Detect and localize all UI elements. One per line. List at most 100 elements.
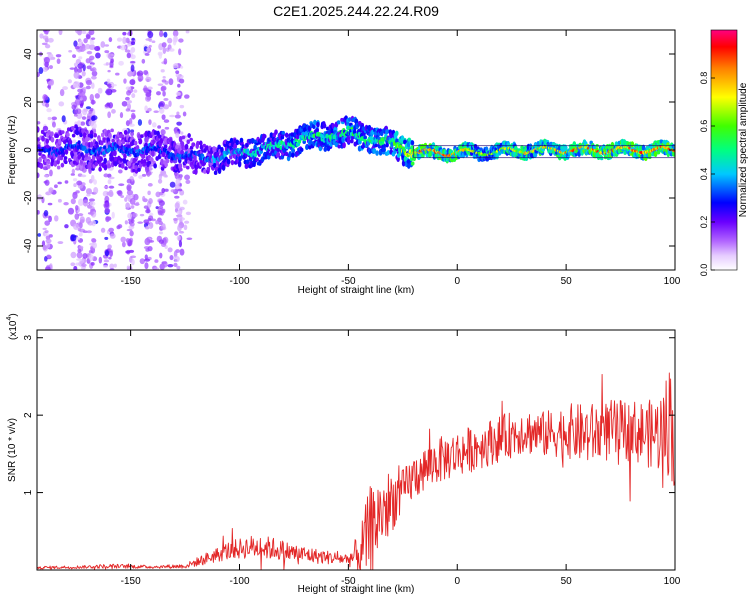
spectrogram-cell [67, 207, 75, 215]
spectrogram-cell [85, 58, 91, 64]
spectrogram-cell [103, 157, 107, 164]
spectrogram-cell [73, 71, 80, 79]
spectrogram-cell [128, 249, 135, 253]
spectrogram-cell [138, 175, 143, 179]
snr-scale-factor: (x104) [6, 313, 19, 340]
spectrogram-cell [85, 216, 92, 224]
spectrogram-cell [401, 160, 406, 167]
spectrogram-cell [237, 160, 242, 168]
spectrogram-cell [97, 87, 103, 94]
spectrogram-cell [129, 123, 135, 127]
spectrogram-cell [130, 41, 136, 46]
spectrogram-x-tick-label: -50 [341, 276, 356, 287]
spectrogram-cell [144, 238, 151, 246]
spectrogram-cell [167, 263, 174, 268]
spectrogram-cell [79, 133, 83, 138]
spectrogram-cell [86, 230, 92, 234]
spectrogram-cell [54, 215, 59, 222]
spectrogram-cell [148, 119, 152, 125]
spectrogram-cell [179, 65, 184, 69]
spectrogram-cell [147, 190, 151, 196]
spectrogram-x-tick-label: 50 [561, 276, 573, 287]
spectrogram-cell [84, 152, 89, 159]
spectrogram-cell [80, 174, 87, 178]
spectrogram-cell [90, 262, 95, 266]
spectrogram-cell [89, 40, 95, 46]
spectrogram-cell [77, 248, 82, 253]
spectrogram-heat-layer [37, 30, 675, 270]
spectrogram-cell [68, 139, 73, 145]
spectrogram-cell [182, 111, 187, 117]
spectrogram-cell [72, 191, 78, 200]
spectrogram-cell [125, 37, 130, 43]
spectrogram-cell [164, 174, 168, 178]
spectrogram-cell [184, 220, 190, 224]
spectrogram-cell [103, 202, 110, 210]
spectrogram-cell [175, 91, 181, 96]
spectrogram-cell [136, 152, 140, 157]
spectrogram-cell [37, 172, 40, 179]
spectrogram-cell [169, 181, 176, 188]
spectrogram-cell [143, 219, 150, 224]
spectrogram-cell [315, 128, 320, 133]
spectrogram-cell [78, 62, 83, 70]
spectrogram-y-tick-label: -40 [23, 238, 34, 253]
spectrogram-cell [156, 91, 161, 96]
spectrogram-cell [130, 64, 135, 72]
spectrogram-cell [185, 30, 190, 34]
spectrogram-cell [175, 178, 181, 186]
spectrogram-cell [131, 258, 135, 266]
spectrogram-cell [178, 135, 183, 143]
spectrogram-cell [178, 48, 182, 56]
spectrogram-cell [89, 55, 95, 61]
spectrogram-cell [85, 79, 93, 86]
spectrogram-cell [74, 213, 80, 220]
spectrogram-cell [127, 100, 132, 104]
spectrogram-cell [653, 150, 658, 157]
spectrogram-cell [176, 111, 180, 116]
spectrogram-cell [158, 191, 164, 196]
spectrogram-cell [88, 120, 95, 127]
spectrogram-cell [473, 143, 478, 149]
spectrogram-cell [158, 52, 163, 59]
spectrogram-cell [181, 135, 186, 140]
spectrogram-y-tick-label: 0 [23, 147, 34, 153]
spectrogram-cell [351, 135, 355, 140]
spectrogram-y-tick-label: -20 [23, 190, 34, 205]
spectrogram-chart: -150 -100 -50 0 50 100 -40 -20 0 20 40 Height of … [7, 29, 681, 296]
spectrogram-cell [91, 75, 97, 80]
spectrogram-cell [160, 223, 166, 231]
spectrogram-cell [133, 193, 139, 201]
spectrogram-cell [110, 128, 114, 133]
spectrogram-cell [68, 49, 73, 53]
spectrogram-cell [431, 142, 436, 149]
spectrogram-cell [93, 187, 99, 195]
spectrogram-cell [147, 160, 152, 165]
spectrogram-cell [175, 70, 180, 75]
spectrogram-cell [93, 132, 97, 138]
spectrogram-cell [185, 165, 190, 170]
spectrogram-cell [220, 146, 224, 153]
spectrogram-cell [77, 227, 81, 232]
spectrogram-cell [62, 86, 68, 91]
spectrogram-cell [180, 141, 185, 147]
spectrogram-cell [647, 152, 652, 157]
spectrogram-y-axis: -40 -20 0 20 40 [23, 48, 675, 253]
spectrogram-cell [176, 213, 183, 221]
spectrogram-cell [59, 89, 65, 97]
spectrogram-cell [111, 83, 117, 87]
spectrogram-cell [73, 40, 78, 47]
spectrogram-cell [88, 30, 95, 36]
spectrogram-cell [82, 86, 87, 92]
spectrogram-cell [89, 133, 94, 139]
spectrogram-cell [291, 152, 295, 158]
spectrogram-cell [98, 256, 103, 264]
snr-y-axis-label: SNR (10 * v/v) [7, 418, 18, 482]
spectrogram-cell [268, 145, 272, 150]
spectrogram-cell [91, 37, 96, 40]
spectrogram-cell [72, 178, 78, 182]
spectrogram-cell [83, 37, 88, 44]
spectrogram-cell [245, 143, 249, 148]
spectrogram-cell [121, 241, 126, 248]
spectrogram-cell [92, 242, 97, 249]
